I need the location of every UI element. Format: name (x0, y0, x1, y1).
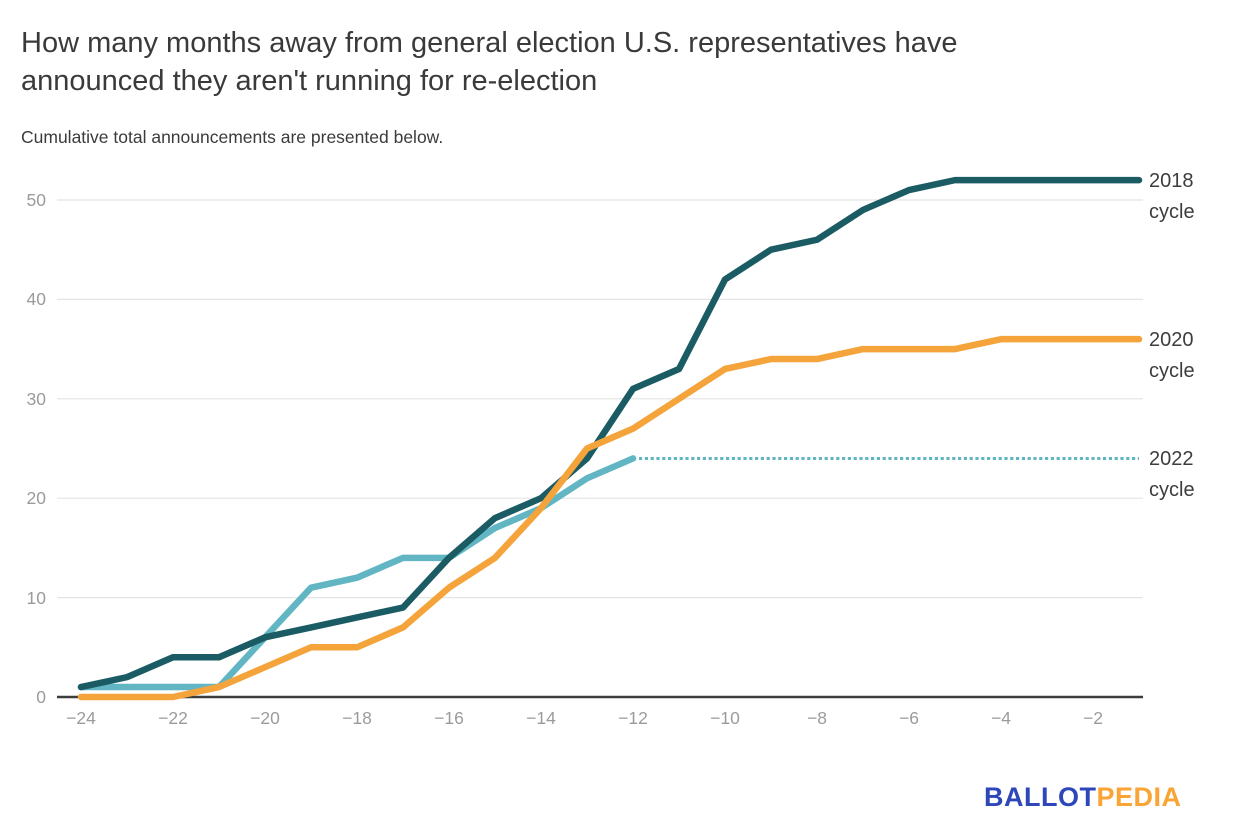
chart-title-line1: How many months away from general electi… (21, 27, 958, 59)
series-label-2022: 2022 cycle (1149, 444, 1235, 506)
ballotpedia-logo-pedia: PEDIA (1096, 782, 1182, 812)
series-label-line: 2020 (1149, 329, 1194, 352)
series-label-line: cycle (1149, 479, 1195, 502)
x-tick-label--12: −12 (618, 708, 648, 728)
x-tick-label--4: −4 (991, 708, 1011, 728)
ballotpedia-logo-ballot: BALLOT (984, 782, 1097, 812)
series-label-2018: 2018 cycle (1149, 166, 1235, 228)
x-tick-label--8: −8 (807, 708, 827, 728)
series-label-line: cycle (1149, 201, 1195, 224)
x-tick-label--6: −6 (899, 708, 919, 728)
series-line-2018 (77, 176, 1143, 691)
x-tick-label--22: −22 (158, 708, 188, 728)
series-label-line: 2022 (1149, 448, 1194, 471)
ballotpedia-logo: BALLOTPEDIA (984, 782, 1182, 813)
x-tick-label--10: −10 (710, 708, 740, 728)
y-tick-label-10: 10 (26, 587, 46, 608)
x-tick-label--16: −16 (434, 708, 464, 728)
series-label-line: cycle (1149, 360, 1195, 383)
chart-subtitle: Cumulative total announcements are prese… (21, 127, 444, 147)
x-tick-label--18: −18 (342, 708, 372, 728)
y-tick-label-40: 40 (26, 289, 46, 310)
series-label-line: 2018 (1149, 170, 1194, 193)
chart-title: How many months away from general electi… (21, 24, 1201, 100)
x-tick-label--24: −24 (66, 708, 96, 728)
y-tick-label-50: 50 (26, 190, 46, 210)
chart-title-line2: announced they aren't running for re-ele… (21, 65, 598, 97)
x-tick-label--14: −14 (526, 708, 556, 728)
series-label-2020: 2020 cycle (1149, 325, 1235, 387)
y-tick-label-20: 20 (26, 488, 46, 509)
series-line-2020 (77, 335, 1143, 701)
y-tick-label-0: 0 (36, 687, 46, 707)
y-tick-label-30: 30 (26, 388, 46, 409)
x-tick-label--20: −20 (250, 708, 280, 728)
x-tick-label--2: −2 (1083, 708, 1103, 728)
